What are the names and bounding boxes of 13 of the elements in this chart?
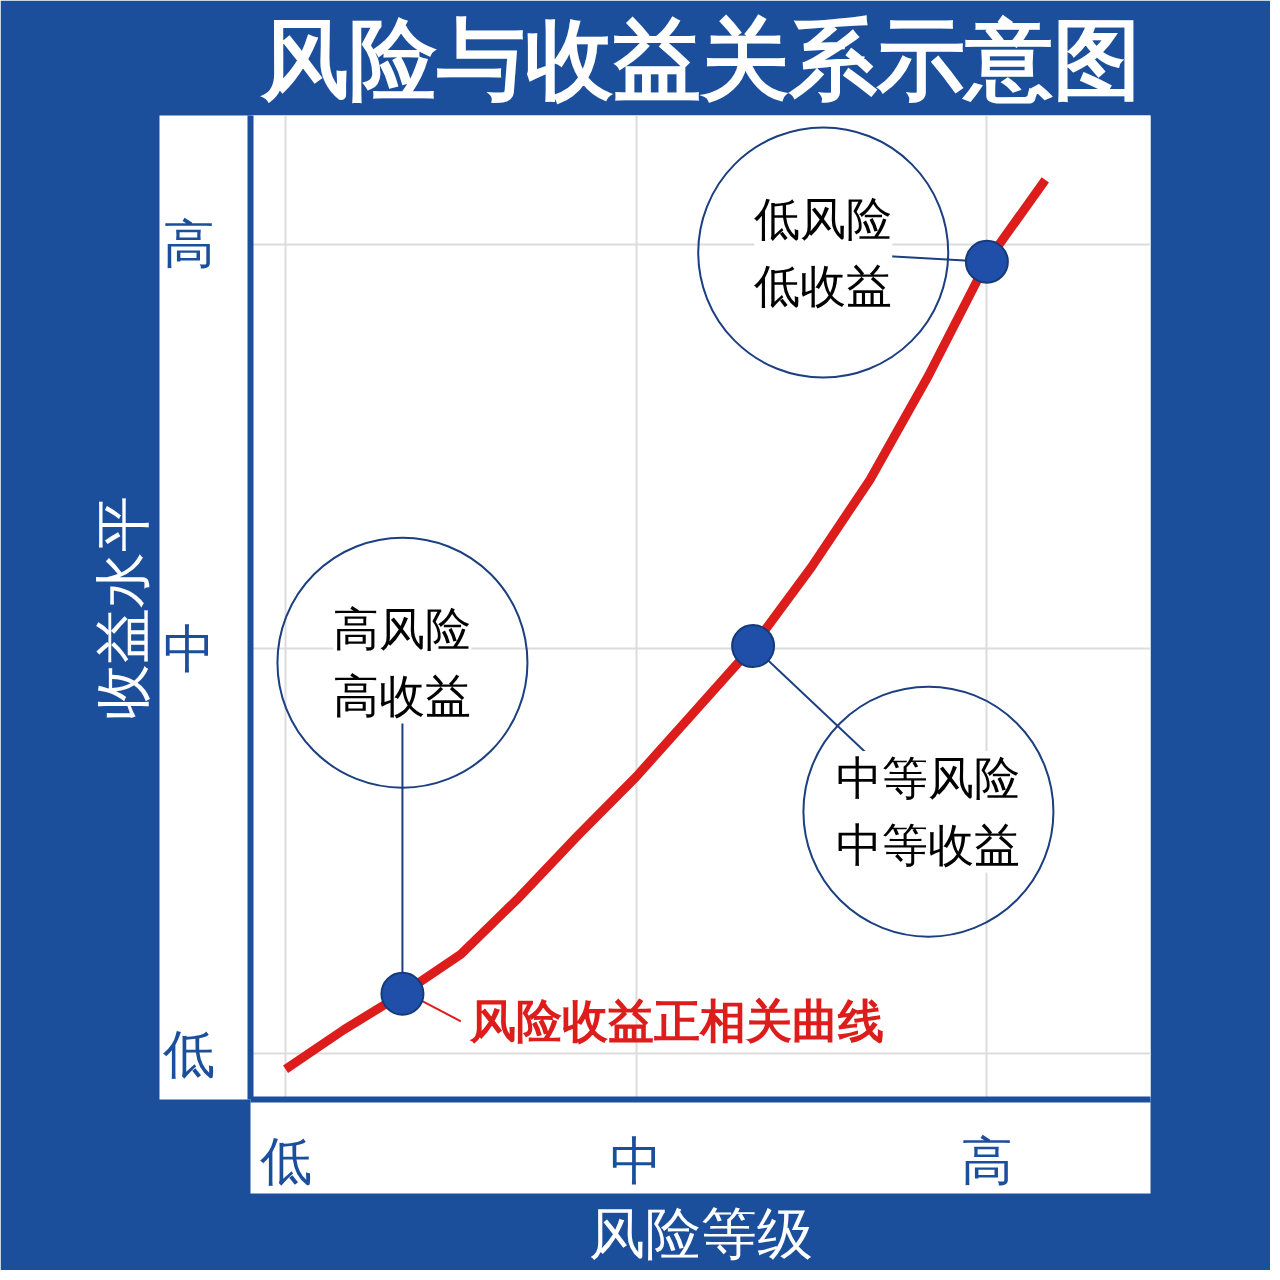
y-axis-title: 收益水平 <box>89 495 155 720</box>
category-label: 低 <box>162 1023 215 1084</box>
category-label: 高 <box>162 214 215 275</box>
chart-title: 风险与收益关系示意图 <box>259 7 1141 111</box>
legend-label: 风险收益正相关曲线 <box>468 994 884 1049</box>
x-tick-label: 高 <box>960 1130 1013 1191</box>
x-tick-label: 低 <box>259 1130 312 1191</box>
x-axis-title: 风险等级 <box>588 1200 813 1266</box>
annotation: 高风险高收益 <box>333 601 472 724</box>
x-tick-label: 中 <box>610 1130 663 1191</box>
category-label: 中 <box>162 618 215 679</box>
annotation: 中等风险中等收益 <box>836 750 1021 873</box>
annotation: 低风险低收益 <box>754 191 893 314</box>
